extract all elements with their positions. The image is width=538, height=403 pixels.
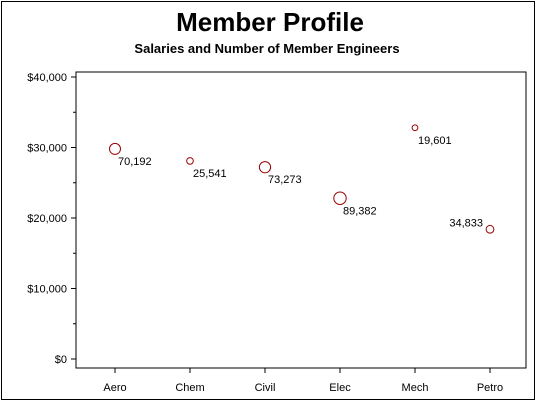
bubble-data-label: 19,601 <box>418 135 452 147</box>
bubble-point <box>333 191 347 205</box>
bubble-point <box>485 224 495 234</box>
y-tick-label: $40,000 <box>27 72 67 84</box>
x-tick-label: Aero <box>103 382 126 394</box>
y-tick-label: $20,000 <box>27 213 67 225</box>
y-axis: $0 $10,000 $20,000 $30,000 $40,000 <box>27 72 76 366</box>
x-tick-label: Petro <box>477 382 503 394</box>
x-tick-label: Civil <box>255 382 276 394</box>
bubble-data-label: 73,273 <box>268 174 302 186</box>
x-tick-label: Chem <box>175 382 204 394</box>
x-tick-label: Elec <box>329 382 351 394</box>
bubble-point <box>186 157 194 165</box>
chart-title: Member Profile <box>176 7 364 37</box>
bubble-data-label: 70,192 <box>118 156 152 168</box>
x-tick-label: Mech <box>402 382 429 394</box>
bubbles: 70,192 25,541 73,273 89,382 19,601 34,833 <box>109 124 495 234</box>
bubble-data-label: 89,382 <box>343 205 377 217</box>
bubble-data-label: 34,833 <box>449 217 483 229</box>
plot-area <box>75 71 527 369</box>
y-tick-label: $30,000 <box>27 143 67 155</box>
bubble-data-label: 25,541 <box>193 168 227 180</box>
x-axis: Aero Chem Civil Elec Mech Petro <box>103 368 503 394</box>
bubble-point <box>258 161 272 174</box>
bubble-point <box>109 142 121 155</box>
chart-subtitle: Salaries and Number of Member Engineers <box>134 41 399 56</box>
y-tick-label: $0 <box>55 354 67 366</box>
y-tick-label: $10,000 <box>27 284 67 296</box>
bubble-point <box>411 124 419 132</box>
